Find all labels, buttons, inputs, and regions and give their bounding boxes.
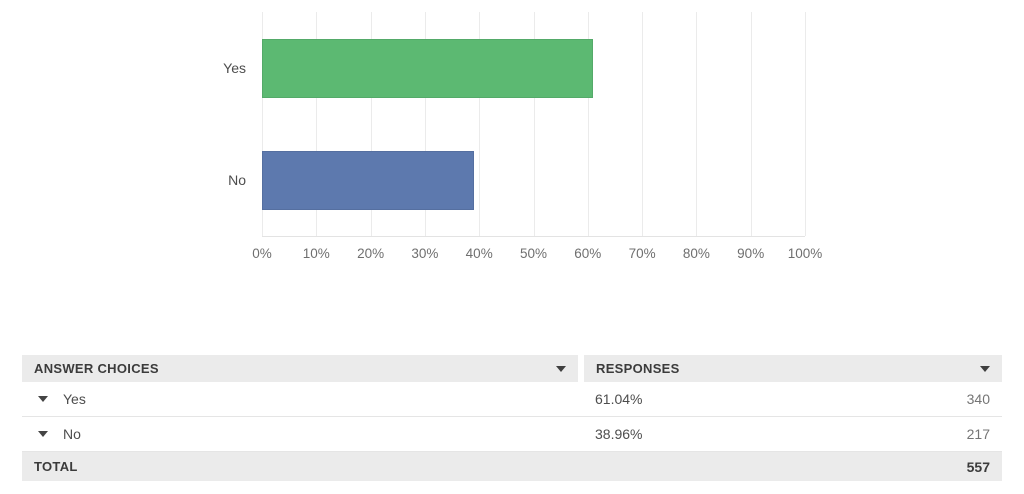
results-table: ANSWER CHOICES RESPONSES Yes 61.04% 340 … — [22, 355, 1002, 481]
y-category-label: No — [228, 172, 246, 188]
sort-dropdown-icon[interactable] — [980, 365, 990, 372]
total-count: 557 — [966, 458, 990, 475]
gridline — [479, 12, 481, 236]
gridline — [587, 12, 589, 236]
x-tick-label: 80% — [682, 246, 710, 261]
choice-label: Yes — [63, 391, 86, 407]
x-tick-label: 60% — [574, 246, 602, 261]
response-cell: 61.04% 340 — [584, 391, 1002, 407]
total-label: TOTAL — [34, 459, 78, 474]
x-tick-label: 90% — [737, 246, 765, 261]
choice-cell: Yes — [22, 391, 584, 407]
expand-row-icon[interactable] — [38, 396, 48, 402]
x-tick-label: 100% — [787, 246, 823, 261]
x-tick-label: 0% — [252, 246, 272, 261]
table-total-row: TOTAL 557 — [22, 452, 1002, 481]
answer-choices-header-label: ANSWER CHOICES — [34, 361, 159, 376]
y-axis-category-labels: Yes No — [0, 12, 246, 237]
x-tick-label: 30% — [411, 246, 439, 261]
gridline — [424, 12, 426, 236]
response-cell: 38.96% 217 — [584, 426, 1002, 442]
gridline — [316, 12, 318, 236]
gridline — [642, 12, 644, 236]
x-tick-label: 40% — [465, 246, 493, 261]
table-row-yes: Yes 61.04% 340 — [22, 382, 1002, 417]
gridline — [750, 12, 752, 236]
bar-no — [262, 151, 474, 210]
gridline — [805, 12, 806, 236]
gridline — [370, 12, 372, 236]
plot-area — [262, 12, 806, 237]
header-answer-choices: ANSWER CHOICES — [22, 355, 578, 382]
expand-row-icon[interactable] — [38, 431, 48, 437]
response-count: 217 — [966, 426, 990, 442]
bar-yes — [262, 39, 594, 98]
gridline — [262, 12, 263, 236]
response-percent: 38.96% — [595, 426, 643, 442]
x-axis-tick-labels: 0% 10% 20% 30% 40% 50% 60% 70% 80% 90% 100% — [252, 246, 822, 266]
y-category-label: Yes — [223, 60, 246, 76]
header-responses: RESPONSES — [584, 355, 1002, 382]
gridline — [696, 12, 698, 236]
choice-label: No — [63, 426, 81, 442]
gridline — [533, 12, 535, 236]
responses-header-label: RESPONSES — [596, 361, 680, 376]
sort-dropdown-icon[interactable] — [556, 365, 566, 372]
x-tick-label: 10% — [302, 246, 330, 261]
x-tick-label: 50% — [519, 246, 548, 261]
response-count: 340 — [966, 391, 990, 407]
response-percent: 61.04% — [595, 391, 643, 407]
survey-results-bar-chart: Yes No 0% 10% 20% 30% 40% 50% 60% 70% 80% 90% 100% — [0, 12, 822, 266]
table-row-no: No 38.96% 217 — [22, 417, 1002, 452]
table-header-row: ANSWER CHOICES RESPONSES — [22, 355, 1002, 382]
x-tick-label: 20% — [357, 246, 385, 261]
x-tick-label: 70% — [628, 246, 656, 261]
choice-cell: No — [22, 426, 584, 442]
